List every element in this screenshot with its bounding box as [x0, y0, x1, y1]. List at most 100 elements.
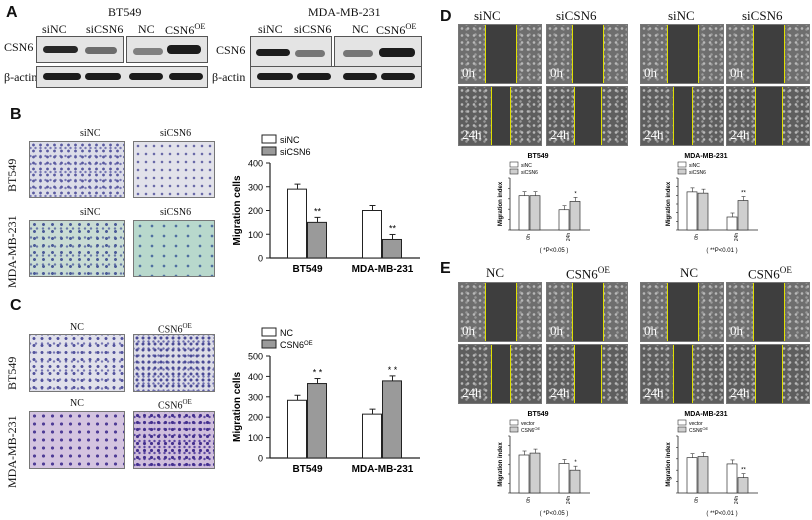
bar-siNC-0h	[518, 195, 530, 231]
legend-swatch	[677, 419, 687, 426]
bar-siCSN6-24h	[569, 201, 581, 231]
legend-label: siCSN6	[280, 147, 311, 157]
significance-mark: **	[741, 191, 746, 197]
row-label-csn6: CSN6	[216, 43, 246, 57]
wound-image: 0h	[640, 24, 724, 84]
legend-swatch	[509, 161, 519, 168]
legend-label: NC	[280, 328, 293, 338]
wound-image: 24h	[726, 86, 810, 146]
panel-label-c: C	[10, 297, 22, 314]
significance-mark: * *	[388, 365, 398, 375]
bar-siNC-0h	[686, 191, 698, 231]
bar-siNC-24h	[558, 209, 570, 231]
y-axis-label: Migration cells	[232, 372, 243, 442]
wound-gap	[755, 345, 783, 403]
bar-NC-BT549	[287, 399, 307, 459]
time-label: 0h	[644, 65, 657, 80]
wound-gap	[574, 87, 602, 145]
time-label: 0h	[550, 65, 563, 80]
legend-label: siNC	[689, 163, 700, 169]
wound-image: 24h	[546, 86, 628, 146]
time-label: 24h	[644, 127, 664, 142]
chart-title: MDA-MB-231	[684, 153, 727, 160]
wound-gap	[673, 87, 693, 145]
legend-swatch	[677, 161, 687, 168]
legend-swatch	[509, 168, 519, 175]
wound-gap	[755, 87, 783, 145]
panel-label-d: D	[440, 8, 452, 25]
transwell-image	[133, 334, 215, 392]
transwell-image	[133, 141, 215, 198]
lane-label: NC	[352, 22, 369, 36]
bar-CSN6-MDA-MB-231	[382, 380, 402, 459]
transwell-image	[29, 411, 125, 469]
column-label: CSN6OE	[748, 265, 792, 282]
bar-siCSN6-MDA-MB-231	[382, 238, 402, 259]
x-tick-label: 0h	[526, 234, 532, 240]
x-tick-label: MDA-MB-231	[352, 264, 414, 275]
time-label: 0h	[730, 323, 743, 338]
x-tick-label: BT549	[292, 264, 322, 275]
panel-label-a: A	[6, 4, 18, 21]
time-label: 24h	[550, 127, 570, 142]
bar-CSN6-BT549	[307, 383, 327, 459]
row-label-mda: MDA-MB-231	[5, 415, 19, 488]
transwell-image	[29, 141, 125, 198]
wound-image: 24h	[640, 344, 724, 404]
x-tick-label: 0h	[694, 497, 700, 503]
wound-image: 0h	[546, 282, 628, 342]
lane-label: siNC	[42, 22, 67, 36]
lane-label: siNC	[258, 22, 283, 36]
legend-swatch	[509, 426, 519, 433]
bar-siNC-MDA-MB-231	[362, 210, 382, 259]
chart-c: 0 100 200 300 400 500 Migration cells * * BT549 *…	[232, 327, 420, 475]
legend-label: CSN6OE	[280, 340, 313, 350]
significance-mark: **	[389, 223, 397, 233]
legend-label: siCSN6	[521, 170, 538, 176]
lane-label: NC	[138, 22, 155, 36]
transwell-image	[133, 220, 215, 277]
significance-mark: **	[741, 468, 746, 474]
x-tick-label: 0h	[526, 497, 532, 503]
column-label: CSN6OE	[566, 265, 610, 282]
significance-mark: *	[574, 191, 577, 197]
wound-image: 0h	[458, 282, 542, 342]
column-label: siNC	[668, 8, 695, 23]
bar-siNC-BT549	[287, 188, 307, 259]
y-tick-label: 500	[248, 352, 263, 362]
panel-label-e: E	[440, 260, 451, 277]
wound-image: 24h	[458, 344, 542, 404]
wound-gap	[485, 25, 517, 83]
y-tick-label: 200	[248, 206, 263, 216]
lane-label: CSN6OE	[165, 22, 206, 37]
wound-gap	[574, 345, 602, 403]
wound-image: 0h	[458, 24, 542, 84]
y-tick-label: 100	[248, 433, 263, 443]
legend-swatch	[261, 146, 277, 156]
wound-gap	[753, 25, 785, 83]
legend-label: CSN6OE	[689, 426, 708, 434]
transwell-image	[133, 411, 215, 469]
legend-swatch	[677, 426, 687, 433]
wound-image: 0h	[726, 282, 810, 342]
wound-image: 24h	[546, 344, 628, 404]
legend-label: siCSN6	[689, 170, 706, 176]
time-label: 24h	[644, 385, 664, 400]
bar-siCSN6-24h	[737, 200, 749, 231]
row-label-bt549: BT549	[5, 158, 19, 192]
bar-siCSN6-0h	[697, 192, 709, 231]
x-tick-label: 0h	[694, 234, 700, 240]
x-tick-label: MDA-MB-231	[352, 464, 414, 475]
lane-label: siCSN6	[294, 22, 332, 36]
blot-csn6-mda-oe	[334, 36, 422, 68]
row-label-actin: β-actin	[4, 70, 38, 84]
image-label: CSN6OE	[158, 398, 192, 412]
x-tick-label: 24h	[734, 496, 740, 505]
wound-image: 0h	[546, 24, 628, 84]
legend-swatch	[261, 339, 277, 349]
bar-CSN6-24h	[569, 469, 581, 494]
y-tick-label: 200	[248, 413, 263, 423]
image-label: siNC	[80, 207, 101, 218]
time-label: 24h	[730, 127, 750, 142]
y-axis-label: Migration cells	[232, 175, 243, 245]
